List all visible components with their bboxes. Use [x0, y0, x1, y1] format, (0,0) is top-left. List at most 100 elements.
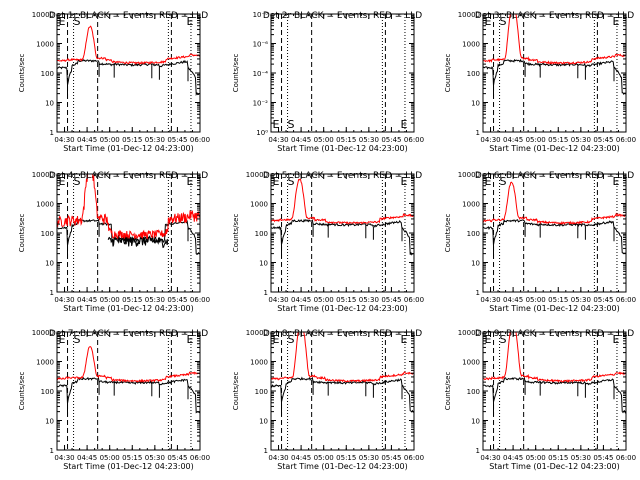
events-series-segment	[281, 376, 314, 403]
events-series-segment	[539, 380, 579, 397]
x-tick-label: 04:45	[77, 296, 97, 304]
events-series-segment	[577, 380, 586, 398]
axes-frame	[56, 13, 201, 133]
y-tick-label: 10	[471, 260, 480, 268]
lld-series-line	[271, 332, 414, 383]
y-tick-label: 10⁰	[256, 129, 268, 137]
events-series-segment	[113, 62, 153, 79]
x-axis-label: Start Time (01-Dec-12 04:23:00)	[489, 462, 620, 471]
attenuator-marker-label: S	[500, 15, 507, 28]
x-tick-label: 05:45	[593, 136, 613, 144]
attenuator-marker-label: E	[400, 118, 407, 131]
panel-title: Det 5r BLACK = Events, RED = LLD	[263, 171, 422, 181]
y-tick-label: 10⁻⁶	[253, 41, 269, 49]
lld-series-line	[483, 181, 626, 226]
x-tick-label: 04:30	[54, 454, 74, 462]
attenuator-marker-label: E	[59, 15, 66, 28]
events-series-segment	[365, 381, 374, 398]
events-series-segment	[373, 219, 403, 242]
y-axis-label: Counts/sec	[444, 372, 452, 411]
attenuator-marker-label: E	[612, 333, 619, 346]
y-tick-label: 1	[50, 289, 54, 297]
x-tick-label: 04:30	[480, 296, 500, 304]
attenuator-marker-label: E	[612, 15, 619, 28]
events-series-segment	[524, 61, 541, 78]
x-tick-label: 05:45	[167, 296, 187, 304]
events-series-segment	[493, 218, 526, 245]
events-series-segment	[57, 384, 68, 417]
events-series-segment	[67, 376, 100, 404]
attenuator-marker-label: E	[186, 333, 193, 346]
axes-frame	[270, 13, 415, 133]
attenuator-marker-label: S	[74, 333, 81, 346]
lld-series-line	[271, 178, 414, 225]
attenuator-marker-label: S	[288, 333, 295, 346]
attenuator-marker-label: E	[273, 333, 280, 346]
x-tick-label: 06:00	[404, 136, 424, 144]
events-series-segment	[327, 380, 367, 397]
x-tick-label: 05:45	[593, 296, 613, 304]
events-series-segment	[57, 66, 68, 99]
axes-frame	[482, 331, 627, 451]
y-tick-label: 10⁻⁸	[253, 11, 269, 19]
x-tick-label: 05:00	[100, 454, 120, 462]
panel-title: Det 1r BLACK = Events, RED = LLD	[49, 11, 208, 21]
y-tick-label: 10000	[458, 329, 480, 337]
y-tick-label: 10000	[32, 11, 54, 19]
events-series-segment	[373, 378, 403, 400]
x-tick-label: 04:45	[77, 136, 97, 144]
x-tick-label: 05:45	[381, 454, 401, 462]
x-tick-label: 05:30	[571, 296, 591, 304]
y-tick-label: 1000	[462, 41, 480, 49]
x-tick-label: 05:30	[145, 454, 165, 462]
y-tick-label: 1000	[36, 201, 54, 209]
x-tick-label: 06:00	[190, 454, 210, 462]
y-tick-label: 100	[467, 388, 480, 396]
attenuator-marker-label: S	[74, 175, 81, 188]
events-series-segment	[483, 383, 494, 417]
x-tick-label: 05:15	[336, 454, 356, 462]
x-tick-label: 06:00	[616, 454, 636, 462]
x-tick-label: 05:30	[359, 136, 379, 144]
y-tick-label: 10	[259, 260, 268, 268]
x-tick-label: 05:15	[122, 136, 142, 144]
y-axis-label: Counts/sec	[18, 214, 26, 253]
x-axis-label: Start Time (01-Dec-12 04:23:00)	[63, 462, 194, 471]
events-series-segment	[57, 226, 68, 259]
y-axis-label: Counts/sec	[232, 214, 240, 253]
y-tick-label: 100	[467, 230, 480, 238]
events-series-segment	[98, 380, 115, 396]
x-tick-label: 06:00	[190, 296, 210, 304]
events-series-segment	[312, 222, 329, 238]
x-tick-label: 05:00	[314, 454, 334, 462]
x-tick-label: 06:00	[616, 136, 636, 144]
x-axis-label: Start Time (01-Dec-12 04:23:00)	[63, 144, 194, 153]
events-series-segment	[151, 380, 160, 398]
events-series-segment	[159, 59, 189, 82]
y-tick-label: 1	[50, 447, 54, 455]
x-tick-label: 04:45	[503, 454, 523, 462]
y-tick-label: 10	[45, 100, 54, 108]
axes-frame	[56, 173, 201, 293]
y-tick-label: 1000	[462, 201, 480, 209]
y-tick-label: 1	[476, 289, 480, 297]
y-tick-label: 100	[41, 388, 54, 396]
attenuator-marker-label: S	[288, 118, 295, 131]
y-tick-label: 1000	[250, 201, 268, 209]
events-series-segment	[577, 62, 586, 80]
events-series-segment	[151, 63, 160, 80]
events-series-segment	[493, 58, 526, 86]
x-tick-label: 05:00	[314, 296, 334, 304]
x-axis-label: Start Time (01-Dec-12 04:23:00)	[277, 462, 408, 471]
y-tick-label: 1	[476, 129, 480, 137]
x-axis-label: Start Time (01-Dec-12 04:23:00)	[63, 304, 194, 313]
x-axis-label: Start Time (01-Dec-12 04:23:00)	[277, 144, 408, 153]
x-tick-label: 05:15	[548, 136, 568, 144]
x-tick-label: 05:15	[122, 296, 142, 304]
panel-title: Det 7r BLACK = Events, RED = LLD	[49, 329, 208, 339]
